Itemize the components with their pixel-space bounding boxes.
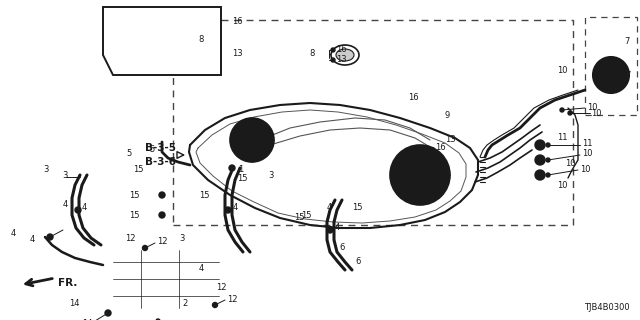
Circle shape bbox=[327, 227, 333, 233]
Text: 10: 10 bbox=[580, 164, 591, 173]
Text: 12: 12 bbox=[157, 237, 168, 246]
Circle shape bbox=[331, 48, 335, 52]
Circle shape bbox=[105, 310, 111, 316]
Text: B-3-5: B-3-5 bbox=[145, 143, 176, 153]
Text: 8: 8 bbox=[198, 36, 204, 44]
Circle shape bbox=[229, 165, 235, 171]
Text: 13: 13 bbox=[445, 135, 456, 144]
Circle shape bbox=[535, 140, 545, 150]
Text: 1: 1 bbox=[250, 124, 255, 132]
Text: 6: 6 bbox=[355, 258, 360, 267]
Text: 16: 16 bbox=[232, 17, 243, 26]
Circle shape bbox=[535, 170, 545, 180]
Text: 7: 7 bbox=[624, 37, 629, 46]
Text: 4: 4 bbox=[233, 204, 238, 212]
Text: 13: 13 bbox=[336, 55, 347, 65]
Text: 12: 12 bbox=[227, 294, 237, 303]
Circle shape bbox=[159, 192, 165, 198]
Circle shape bbox=[546, 173, 550, 177]
Text: 5: 5 bbox=[150, 146, 155, 155]
Circle shape bbox=[143, 245, 147, 251]
Text: 4: 4 bbox=[11, 229, 16, 238]
Text: 12: 12 bbox=[125, 234, 135, 243]
Text: 10: 10 bbox=[591, 108, 602, 117]
Circle shape bbox=[238, 126, 266, 154]
Circle shape bbox=[249, 137, 255, 143]
Text: 16: 16 bbox=[435, 143, 445, 153]
Text: FR.: FR. bbox=[58, 278, 77, 288]
Circle shape bbox=[429, 148, 435, 153]
Circle shape bbox=[429, 163, 435, 167]
Ellipse shape bbox=[331, 45, 359, 65]
Text: 7: 7 bbox=[625, 70, 630, 79]
Text: 16: 16 bbox=[408, 93, 419, 102]
Circle shape bbox=[535, 155, 545, 165]
Text: 9: 9 bbox=[435, 153, 440, 162]
Text: 11: 11 bbox=[582, 139, 593, 148]
Text: 15: 15 bbox=[237, 174, 247, 183]
Text: 15: 15 bbox=[352, 204, 362, 212]
Text: 15: 15 bbox=[294, 213, 305, 222]
Text: B-3-6: B-3-6 bbox=[145, 157, 176, 167]
Text: 12: 12 bbox=[216, 284, 227, 292]
Text: 3: 3 bbox=[179, 234, 184, 243]
Circle shape bbox=[599, 63, 623, 87]
Text: 14: 14 bbox=[83, 318, 93, 320]
Text: 15: 15 bbox=[200, 190, 210, 199]
Text: 10: 10 bbox=[565, 159, 575, 168]
Text: 10: 10 bbox=[582, 149, 593, 158]
Circle shape bbox=[75, 207, 81, 213]
Circle shape bbox=[605, 69, 617, 81]
Text: 3: 3 bbox=[44, 165, 49, 174]
Circle shape bbox=[159, 212, 165, 218]
Text: 16: 16 bbox=[336, 45, 347, 54]
Circle shape bbox=[546, 158, 550, 162]
Circle shape bbox=[416, 171, 424, 179]
Text: 10: 10 bbox=[587, 102, 598, 111]
Text: 10: 10 bbox=[557, 181, 567, 190]
Polygon shape bbox=[103, 7, 221, 75]
Text: 15: 15 bbox=[133, 165, 143, 174]
Text: 13: 13 bbox=[435, 163, 445, 172]
Circle shape bbox=[593, 57, 629, 93]
Text: 4: 4 bbox=[326, 204, 332, 212]
Text: 8: 8 bbox=[310, 50, 315, 59]
Circle shape bbox=[156, 319, 160, 320]
Ellipse shape bbox=[336, 49, 354, 61]
Text: 4: 4 bbox=[82, 204, 87, 212]
Circle shape bbox=[546, 143, 550, 147]
Text: 3: 3 bbox=[62, 171, 67, 180]
Text: 2: 2 bbox=[182, 300, 188, 308]
Text: 11: 11 bbox=[557, 133, 567, 142]
Circle shape bbox=[402, 157, 438, 193]
Circle shape bbox=[225, 207, 231, 213]
Bar bbox=[585, 17, 637, 115]
Text: 15: 15 bbox=[129, 211, 140, 220]
Text: 10: 10 bbox=[557, 66, 567, 75]
Circle shape bbox=[212, 302, 218, 308]
Text: TJB4B0300: TJB4B0300 bbox=[584, 303, 630, 312]
Text: 15: 15 bbox=[129, 190, 140, 199]
Text: 4: 4 bbox=[335, 223, 340, 233]
Text: 1: 1 bbox=[238, 165, 243, 174]
Text: 15: 15 bbox=[301, 211, 312, 220]
Circle shape bbox=[390, 145, 450, 205]
Circle shape bbox=[560, 108, 564, 112]
Text: 4: 4 bbox=[198, 264, 204, 273]
Circle shape bbox=[47, 234, 53, 240]
Text: 5: 5 bbox=[127, 149, 132, 158]
Text: 6: 6 bbox=[339, 244, 344, 252]
Text: 3: 3 bbox=[268, 171, 273, 180]
Circle shape bbox=[331, 58, 335, 62]
Bar bbox=[173, 20, 573, 225]
Text: 4: 4 bbox=[63, 200, 68, 209]
Circle shape bbox=[230, 118, 274, 162]
Text: 13: 13 bbox=[232, 49, 243, 58]
Text: 9: 9 bbox=[445, 111, 450, 120]
Text: 4: 4 bbox=[29, 236, 35, 244]
Circle shape bbox=[568, 111, 572, 115]
Text: 14: 14 bbox=[69, 300, 79, 308]
